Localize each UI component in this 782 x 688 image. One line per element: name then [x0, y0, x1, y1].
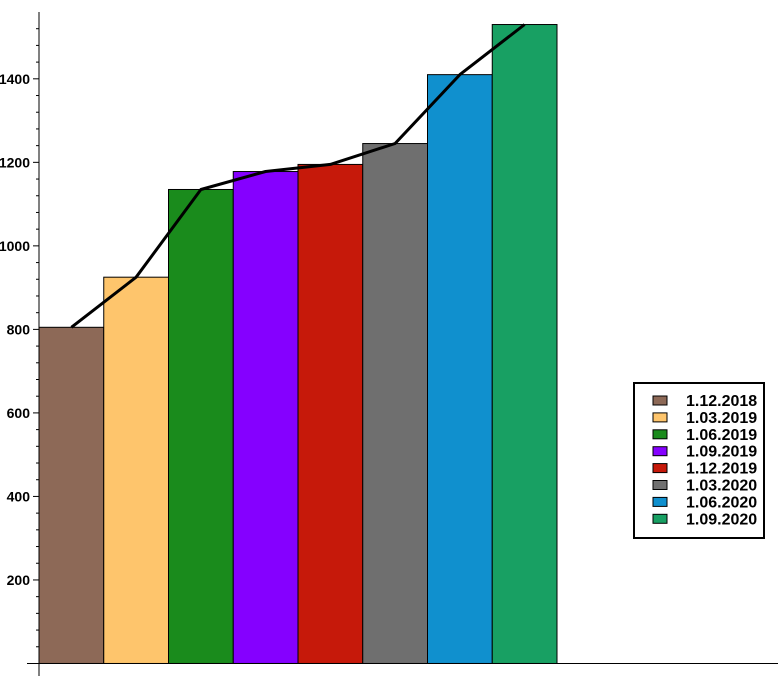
y-tick-label: 1400 [0, 71, 30, 87]
legend-label: 1.09.2020 [686, 511, 757, 528]
legend-swatch [652, 446, 668, 457]
legend-swatch [652, 496, 668, 507]
y-tick-label: 400 [7, 488, 31, 504]
legend-label: 1.03.2019 [686, 410, 757, 427]
legend-swatch [652, 463, 668, 474]
legend-swatch [652, 412, 668, 423]
legend: 1.12.20181.03.20191.06.20191.09.20191.12… [633, 382, 765, 539]
axes: 200 400 600 800 1000 1200 1400 [0, 12, 778, 676]
bar-1.03.2020 [362, 143, 428, 664]
y-tick-label: 800 [7, 321, 31, 337]
legend-label: 1.09.2019 [686, 444, 757, 461]
bar-1.12.2018 [38, 326, 105, 664]
bar-1.03.2019 [103, 276, 169, 664]
bar-1.06.2020 [427, 74, 493, 664]
y-tick-label: 1200 [0, 154, 30, 170]
legend-label: 1.12.2018 [686, 393, 757, 410]
legend-label: 1.06.2020 [686, 494, 757, 511]
bar-1.12.2019 [297, 163, 364, 664]
legend-label: 1.06.2019 [686, 427, 757, 444]
legend-swatch [652, 429, 668, 440]
y-tick-label: 1000 [0, 238, 30, 254]
trend-line-path [70, 23, 526, 329]
legend-swatch [652, 513, 668, 524]
bar-1.09.2020 [491, 24, 558, 664]
legend-label: 1.03.2020 [686, 478, 757, 495]
y-tick-label: 200 [7, 572, 31, 588]
bar-1.09.2019 [232, 171, 299, 664]
trend-line [70, 23, 526, 329]
legend-swatch [652, 395, 668, 406]
bars [38, 24, 558, 664]
y-tick-label: 600 [7, 405, 31, 421]
bar-1.06.2019 [168, 188, 234, 664]
legend-label: 1.12.2019 [686, 461, 757, 478]
legend-box [633, 382, 765, 539]
legend-swatch [652, 480, 668, 490]
